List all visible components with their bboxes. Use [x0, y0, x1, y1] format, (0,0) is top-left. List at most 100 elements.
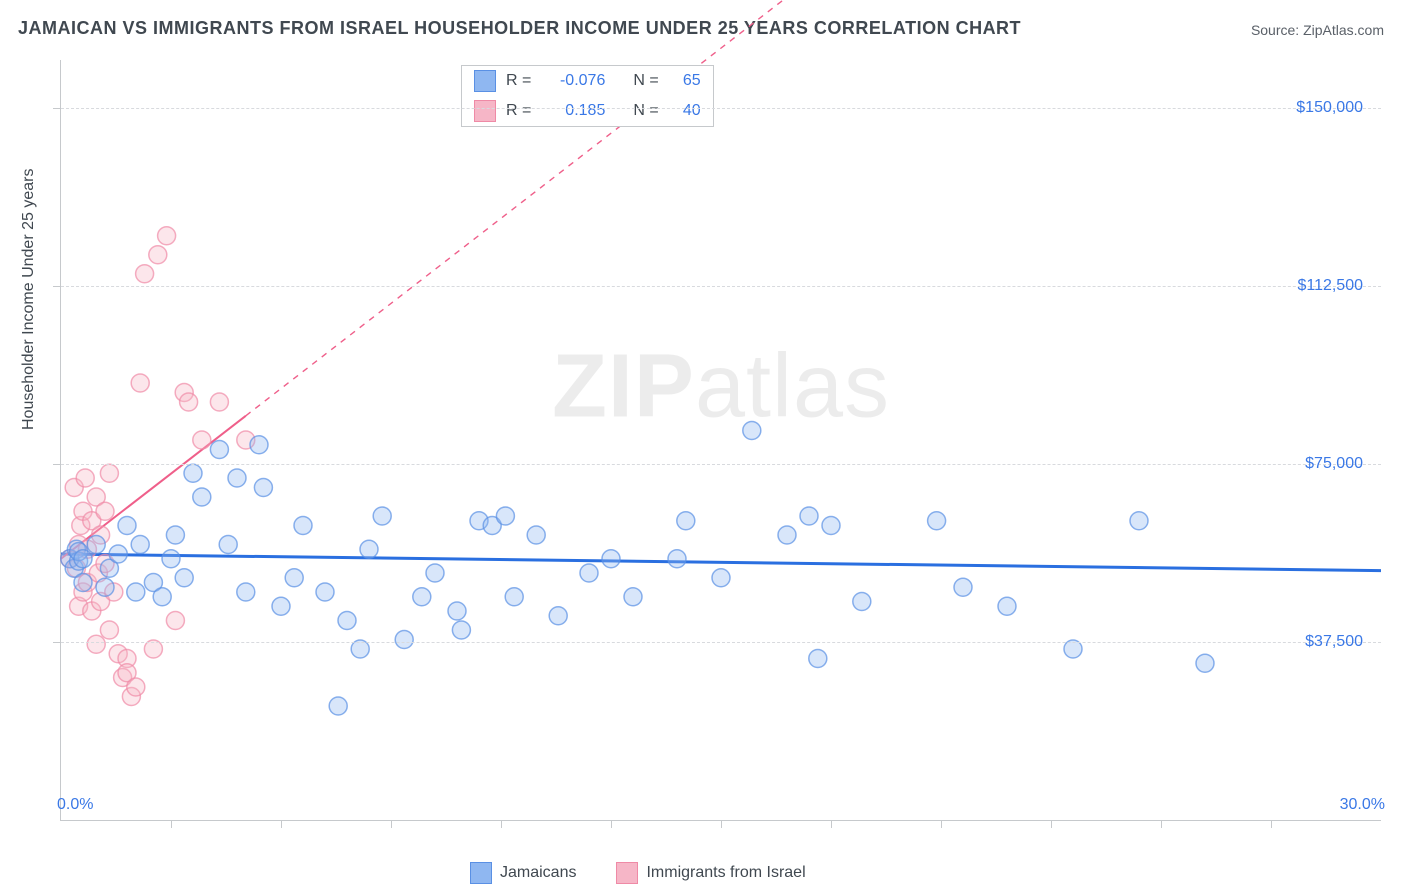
data-point — [1130, 512, 1148, 530]
y-tick — [53, 286, 61, 287]
legend-item: Jamaicans — [470, 862, 576, 884]
gridline — [61, 286, 1381, 287]
n-value: 40 — [669, 102, 701, 120]
data-point — [316, 583, 334, 601]
series-swatch — [474, 100, 496, 122]
x-tick — [611, 820, 612, 828]
data-point — [131, 536, 149, 554]
data-point — [496, 507, 514, 525]
y-tick — [53, 108, 61, 109]
data-point — [74, 574, 92, 592]
data-point — [743, 422, 761, 440]
data-point — [76, 469, 94, 487]
x-axis-min-label: 0.0% — [57, 796, 93, 814]
data-point — [237, 583, 255, 601]
data-point — [118, 517, 136, 535]
legend-label: Jamaicans — [500, 864, 576, 882]
data-point — [127, 678, 145, 696]
x-tick — [171, 820, 172, 828]
data-point — [294, 517, 312, 535]
data-point — [413, 588, 431, 606]
x-tick — [831, 820, 832, 828]
data-point — [272, 597, 290, 615]
legend-label: Immigrants from Israel — [646, 864, 805, 882]
data-point — [127, 583, 145, 601]
source-prefix: Source: — [1251, 22, 1303, 38]
y-tick-label: $112,500 — [1297, 277, 1363, 295]
data-point — [210, 393, 228, 411]
n-label: N = — [633, 72, 658, 90]
legend-swatch — [470, 862, 492, 884]
data-point — [184, 464, 202, 482]
data-point — [100, 464, 118, 482]
data-point — [210, 441, 228, 459]
data-point — [426, 564, 444, 582]
legend-swatch — [616, 862, 638, 884]
data-point — [100, 621, 118, 639]
data-point — [193, 488, 211, 506]
x-tick — [1271, 820, 1272, 828]
data-point — [954, 578, 972, 596]
data-point — [96, 502, 114, 520]
data-point — [166, 612, 184, 630]
data-point — [193, 431, 211, 449]
data-point — [778, 526, 796, 544]
trend-line-dashed — [246, 0, 1381, 416]
source-attribution: Source: ZipAtlas.com — [1251, 22, 1384, 38]
y-tick — [53, 464, 61, 465]
data-point — [712, 569, 730, 587]
data-point — [96, 578, 114, 596]
y-tick — [53, 642, 61, 643]
data-point — [338, 612, 356, 630]
data-point — [329, 697, 347, 715]
y-axis-title: Householder Income Under 25 years — [20, 169, 38, 430]
n-value: 65 — [669, 72, 701, 90]
x-tick — [941, 820, 942, 828]
chart-title: JAMAICAN VS IMMIGRANTS FROM ISRAEL HOUSE… — [18, 18, 1021, 39]
x-axis-max-label: 30.0% — [1340, 796, 1385, 814]
x-tick — [1051, 820, 1052, 828]
data-point — [180, 393, 198, 411]
r-label: R = — [506, 102, 531, 120]
legend: Jamaicans Immigrants from Israel — [470, 862, 806, 884]
data-point — [452, 621, 470, 639]
r-value: 0.185 — [541, 102, 605, 120]
source-link[interactable]: ZipAtlas.com — [1303, 22, 1384, 38]
trend-line-solid — [61, 416, 246, 559]
data-point — [87, 536, 105, 554]
data-point — [254, 479, 272, 497]
data-point — [998, 597, 1016, 615]
data-point — [624, 588, 642, 606]
legend-item: Immigrants from Israel — [616, 862, 805, 884]
x-tick — [391, 820, 392, 828]
data-point — [580, 564, 598, 582]
data-point — [153, 588, 171, 606]
data-point — [602, 550, 620, 568]
x-tick — [1161, 820, 1162, 828]
data-point — [800, 507, 818, 525]
data-point — [136, 265, 154, 283]
data-point — [175, 569, 193, 587]
plot-svg — [61, 60, 1381, 820]
data-point — [87, 635, 105, 653]
data-point — [74, 550, 92, 568]
data-point — [677, 512, 695, 530]
r-value: -0.076 — [541, 72, 605, 90]
y-tick-label: $37,500 — [1305, 633, 1363, 651]
data-point — [149, 246, 167, 264]
y-tick-label: $150,000 — [1296, 99, 1363, 117]
data-point — [549, 607, 567, 625]
data-point — [527, 526, 545, 544]
data-point — [162, 550, 180, 568]
correlation-stats-box: R =-0.076N =65R =0.185N =40 — [461, 65, 714, 127]
data-point — [250, 436, 268, 454]
data-point — [131, 374, 149, 392]
data-point — [668, 550, 686, 568]
stat-row: R =0.185N =40 — [462, 96, 713, 126]
data-point — [109, 545, 127, 563]
data-point — [285, 569, 303, 587]
data-point — [809, 650, 827, 668]
data-point — [395, 631, 413, 649]
data-point — [928, 512, 946, 530]
y-tick-label: $75,000 — [1305, 455, 1363, 473]
